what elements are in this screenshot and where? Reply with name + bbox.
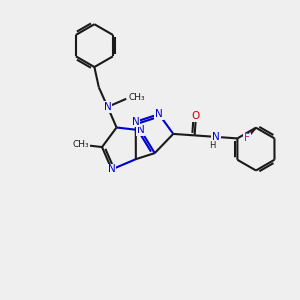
Text: CH₃: CH₃	[128, 93, 145, 102]
Text: CH₃: CH₃	[73, 140, 89, 149]
Text: N: N	[155, 109, 163, 119]
Text: H: H	[209, 141, 216, 150]
Text: N: N	[137, 125, 145, 135]
Text: N: N	[132, 117, 140, 127]
Text: N: N	[212, 132, 220, 142]
Text: O: O	[192, 111, 200, 121]
Text: N: N	[104, 102, 112, 112]
Text: F: F	[244, 134, 250, 143]
Text: N: N	[108, 164, 116, 174]
